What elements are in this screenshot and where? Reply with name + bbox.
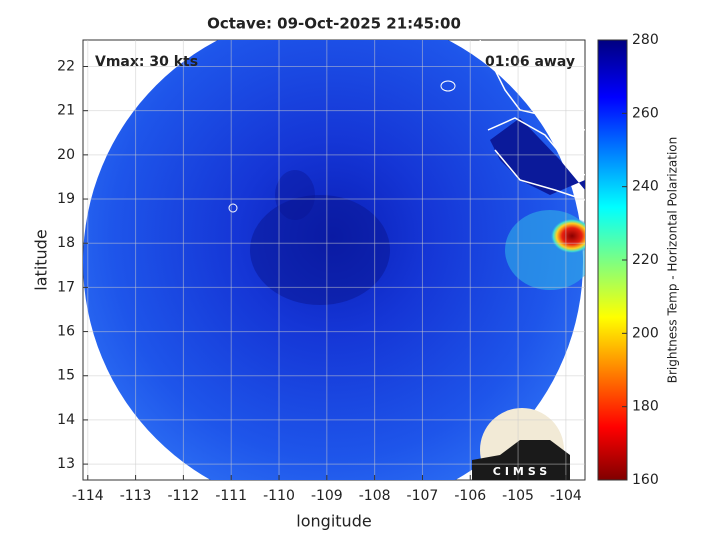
x-tick-label: -104: [550, 488, 582, 504]
x-tick-label: -109: [311, 488, 343, 504]
annotation: 01:06 away: [485, 54, 575, 70]
colorbar-tick-label: 180: [632, 399, 659, 415]
x-axis-label: longitude: [296, 512, 371, 531]
x-tick-label: -108: [359, 488, 391, 504]
swath-image: CIMSS: [83, 40, 585, 480]
y-tick-label: 14: [57, 412, 75, 428]
y-tick-label: 16: [57, 324, 75, 340]
colorbar-tick-label: 280: [632, 32, 659, 48]
storm-core: [250, 195, 390, 305]
band: [275, 170, 315, 220]
colorbar-tick-label: 260: [632, 105, 659, 121]
colorbar-tick-label: 220: [632, 252, 659, 268]
y-tick-label: 18: [57, 235, 75, 251]
y-tick-label: 13: [57, 456, 75, 472]
y-tick-label: 15: [57, 368, 75, 384]
island: [228, 203, 238, 213]
x-tick-label: -110: [263, 488, 295, 504]
land-hot: [550, 218, 585, 254]
y-tick-label: 17: [57, 279, 75, 295]
x-tick-label: -114: [72, 488, 104, 504]
colorbar-tick-label: 200: [632, 325, 659, 341]
chart-title: Octave: 09-Oct-2025 21:45:00: [207, 15, 461, 33]
x-tick-label: -112: [168, 488, 200, 504]
y-tick-label: 20: [57, 147, 75, 163]
x-tick-label: -113: [120, 488, 152, 504]
colorbar-tick-label: 160: [632, 472, 659, 488]
coastline: [479, 40, 585, 201]
x-tick-label: -105: [502, 488, 534, 504]
y-axis-label: latitude: [32, 229, 51, 290]
logo-text: CIMSS: [493, 465, 551, 478]
land: [490, 118, 585, 195]
y-tick-label: 21: [57, 103, 75, 119]
x-tick-label: -106: [454, 488, 486, 504]
y-tick-label: 22: [57, 59, 75, 75]
x-tick-label: -107: [407, 488, 439, 504]
colorbar-label: Brightness Temp - Horizontal Polarizatio…: [666, 137, 680, 384]
colorbar-tick-label: 240: [632, 179, 659, 195]
island: [440, 80, 456, 92]
x-tick-label: -111: [215, 488, 247, 504]
y-tick-label: 19: [57, 191, 75, 207]
logo-silhouette: [472, 440, 570, 480]
annotation: Vmax: 30 kts: [95, 54, 198, 70]
